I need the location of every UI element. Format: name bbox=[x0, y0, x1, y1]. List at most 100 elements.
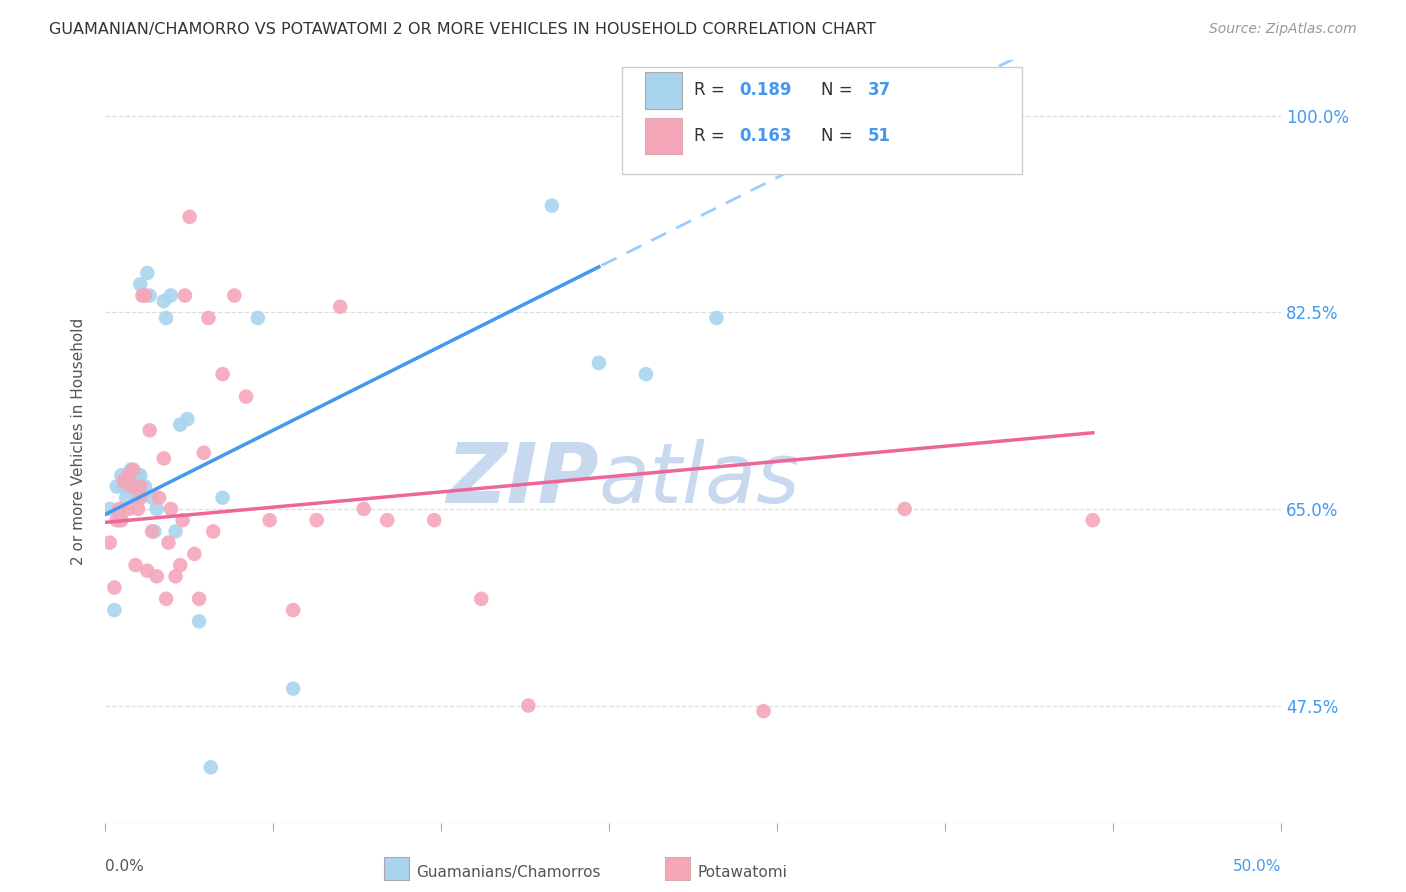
Point bbox=[103, 603, 125, 617]
Point bbox=[165, 524, 187, 539]
Point bbox=[129, 468, 152, 483]
Point bbox=[176, 412, 198, 426]
Point bbox=[124, 558, 146, 573]
Point bbox=[155, 310, 177, 325]
Point bbox=[148, 491, 170, 505]
Point bbox=[259, 513, 281, 527]
Point bbox=[281, 603, 304, 617]
Point bbox=[115, 491, 138, 505]
Point bbox=[183, 547, 205, 561]
Point bbox=[108, 513, 131, 527]
Point bbox=[470, 591, 492, 606]
Point bbox=[188, 591, 211, 606]
Point bbox=[143, 524, 166, 539]
Point bbox=[160, 288, 183, 302]
Text: GUAMANIAN/CHAMORRO VS POTAWATOMI 2 OR MORE VEHICLES IN HOUSEHOLD CORRELATION CHA: GUAMANIAN/CHAMORRO VS POTAWATOMI 2 OR MO… bbox=[49, 22, 876, 37]
Point bbox=[235, 390, 257, 404]
Point bbox=[893, 502, 915, 516]
Point bbox=[706, 310, 728, 325]
Point bbox=[152, 451, 174, 466]
Point bbox=[541, 199, 564, 213]
Y-axis label: 2 or more Vehicles in Household: 2 or more Vehicles in Household bbox=[72, 318, 86, 566]
Point bbox=[353, 502, 375, 516]
Text: 51: 51 bbox=[868, 128, 891, 145]
Point bbox=[145, 502, 167, 516]
Point bbox=[375, 513, 398, 527]
Point bbox=[174, 288, 197, 302]
Point bbox=[141, 491, 163, 505]
Point bbox=[120, 462, 142, 476]
Point bbox=[329, 300, 352, 314]
Point bbox=[112, 474, 135, 488]
Point bbox=[160, 502, 183, 516]
Point bbox=[131, 288, 153, 302]
Point bbox=[134, 479, 156, 493]
Point bbox=[197, 310, 219, 325]
Point bbox=[169, 558, 191, 573]
Text: Potawatomi: Potawatomi bbox=[697, 865, 787, 880]
Text: N =: N = bbox=[821, 81, 858, 100]
Point bbox=[98, 502, 121, 516]
Point bbox=[105, 513, 128, 527]
Text: N =: N = bbox=[821, 128, 858, 145]
Text: 0.189: 0.189 bbox=[738, 81, 792, 100]
Bar bbox=[645, 118, 682, 154]
Text: 37: 37 bbox=[868, 81, 891, 100]
Point bbox=[129, 479, 152, 493]
Point bbox=[200, 760, 222, 774]
Point bbox=[138, 423, 160, 437]
Text: 0.163: 0.163 bbox=[738, 128, 792, 145]
Point bbox=[752, 704, 775, 718]
Text: R =: R = bbox=[695, 128, 730, 145]
Point bbox=[98, 535, 121, 549]
Point bbox=[224, 288, 246, 302]
Point bbox=[179, 210, 201, 224]
Text: atlas: atlas bbox=[599, 439, 800, 520]
Point bbox=[246, 310, 269, 325]
Point bbox=[157, 535, 180, 549]
Point bbox=[110, 513, 132, 527]
Point bbox=[188, 614, 211, 628]
Point bbox=[124, 491, 146, 505]
Point bbox=[117, 468, 139, 483]
Bar bbox=[645, 72, 682, 109]
Point bbox=[108, 502, 131, 516]
Point bbox=[131, 288, 153, 302]
Point bbox=[124, 479, 146, 493]
Point bbox=[136, 266, 159, 280]
Point bbox=[211, 491, 233, 505]
Point bbox=[110, 468, 132, 483]
Point bbox=[141, 524, 163, 539]
Point bbox=[103, 581, 125, 595]
Text: 50.0%: 50.0% bbox=[1233, 859, 1281, 874]
Point bbox=[517, 698, 540, 713]
Point bbox=[115, 474, 138, 488]
Text: Source: ZipAtlas.com: Source: ZipAtlas.com bbox=[1209, 22, 1357, 37]
Point bbox=[120, 479, 142, 493]
Point bbox=[127, 468, 149, 483]
Point bbox=[129, 491, 152, 505]
Point bbox=[423, 513, 446, 527]
Point bbox=[129, 277, 152, 292]
Point bbox=[155, 591, 177, 606]
Point bbox=[134, 288, 156, 302]
Point bbox=[127, 502, 149, 516]
Point bbox=[305, 513, 328, 527]
Point bbox=[1081, 513, 1104, 527]
FancyBboxPatch shape bbox=[623, 67, 1022, 174]
Text: ZIP: ZIP bbox=[446, 439, 599, 520]
Point bbox=[193, 446, 215, 460]
Point bbox=[117, 502, 139, 516]
Point bbox=[634, 367, 657, 381]
Point bbox=[211, 367, 233, 381]
Point bbox=[588, 356, 610, 370]
Point bbox=[202, 524, 225, 539]
Text: Guamanians/Chamorros: Guamanians/Chamorros bbox=[416, 865, 600, 880]
Point bbox=[152, 294, 174, 309]
Point bbox=[138, 288, 160, 302]
Point bbox=[112, 479, 135, 493]
Point bbox=[105, 479, 128, 493]
Text: R =: R = bbox=[695, 81, 730, 100]
Point bbox=[122, 479, 145, 493]
Point bbox=[165, 569, 187, 583]
